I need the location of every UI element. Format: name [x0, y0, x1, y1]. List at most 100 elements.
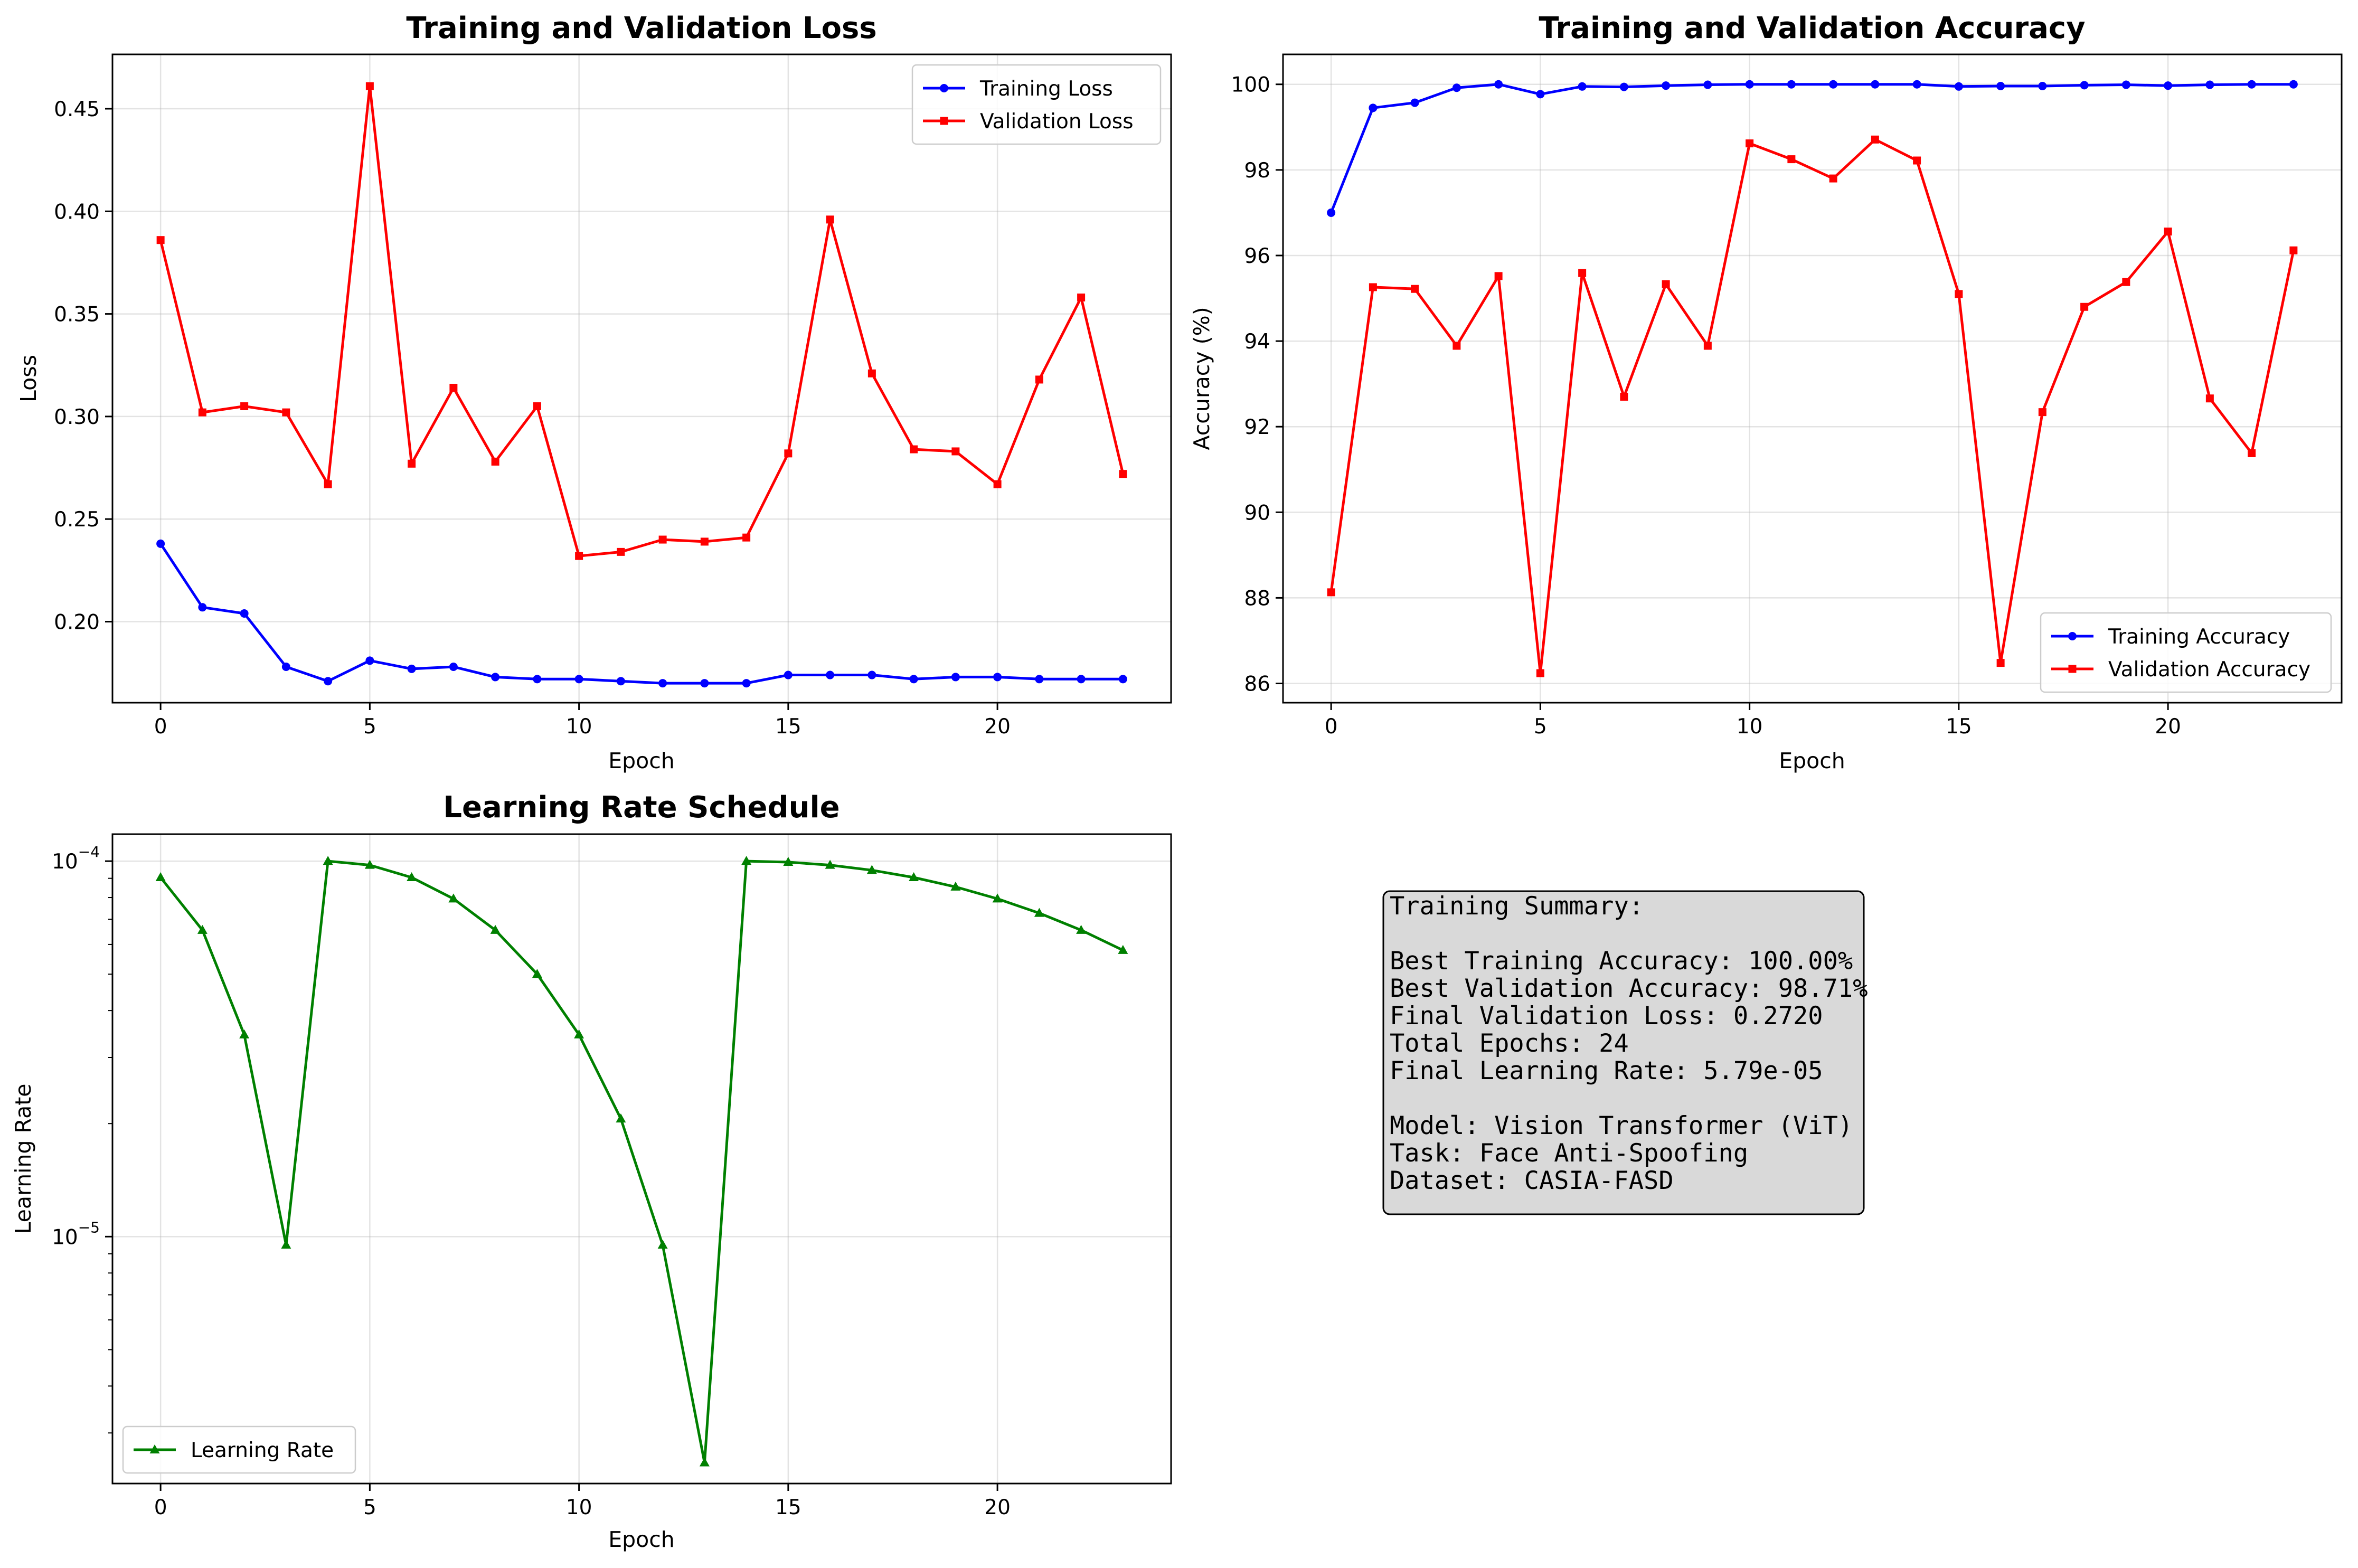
training-summary-line: Best Validation Accuracy: 98.71%	[1390, 974, 1867, 1003]
loss-chart-legend-marker-training-loss	[940, 84, 948, 92]
accuracy-chart-series-training-accuracy	[1327, 80, 2298, 217]
accuracy-chart-point-validation-accuracy	[1787, 155, 1796, 164]
learning-rate-chart-point-learning-rate	[407, 872, 417, 881]
accuracy-chart-ytick-label: 86	[1244, 673, 1270, 696]
learning-rate-chart-point-learning-rate	[741, 856, 752, 865]
accuracy-chart-xtick-label: 0	[1325, 715, 1338, 739]
accuracy-chart-point-training-accuracy	[2289, 80, 2298, 89]
loss-chart-point-validation-loss	[617, 547, 625, 556]
loss-chart-point-validation-loss	[575, 552, 583, 560]
loss-chart-point-validation-loss	[1035, 375, 1043, 384]
training-summary-line: Task: Face Anti-Spoofing	[1390, 1139, 1748, 1168]
learning-rate-chart-legend: Learning Rate	[122, 1425, 356, 1474]
loss-chart-point-training-loss	[574, 675, 583, 684]
loss-chart-point-training-loss	[616, 677, 625, 686]
accuracy-chart-point-training-accuracy	[1327, 208, 1336, 217]
learning-rate-chart-point-learning-rate	[197, 924, 207, 934]
loss-chart-point-validation-loss	[1077, 294, 1086, 301]
learning-rate-chart-xtick-label: 10	[566, 1496, 592, 1519]
loss-chart-point-training-loss	[867, 670, 876, 679]
learning-rate-chart-point-learning-rate	[532, 969, 542, 978]
accuracy-chart-point-training-accuracy	[1996, 81, 2005, 90]
loss-chart-point-training-loss	[240, 609, 249, 618]
loss-chart-point-training-loss	[784, 670, 793, 679]
learning-rate-chart-point-learning-rate	[1076, 924, 1087, 934]
loss-chart-point-training-loss	[365, 656, 374, 665]
learning-rate-chart-line-learning-rate	[159, 859, 1124, 1464]
accuracy-chart-point-validation-accuracy	[1871, 135, 1879, 144]
accuracy-chart-point-validation-accuracy	[1578, 269, 1587, 277]
loss-chart-point-training-loss	[658, 679, 667, 688]
loss-chart-point-validation-loss	[1119, 470, 1127, 478]
loss-chart-point-training-loss	[1118, 675, 1127, 684]
training-summary-line: Final Validation Loss: 0.2720	[1390, 1002, 1823, 1031]
accuracy-chart-legend-marker-training-accuracy	[2068, 632, 2077, 640]
accuracy-chart-point-training-accuracy	[1619, 82, 1628, 91]
training-summary-line: Final Learning Rate: 5.79e-05	[1390, 1056, 1823, 1085]
loss-chart-point-validation-loss	[324, 480, 332, 488]
learning-rate-chart-xtick-label: 0	[154, 1496, 167, 1519]
learning-rate-chart-point-learning-rate	[323, 856, 333, 865]
learning-rate-chart: Learning Rate Schedule Epoch Learning Ra…	[11, 790, 1172, 1552]
learning-rate-chart-xtick-label: 5	[363, 1496, 376, 1519]
loss-chart-point-training-loss	[198, 603, 207, 612]
learning-rate-chart-point-learning-rate	[825, 859, 835, 869]
accuracy-chart-point-validation-accuracy	[2122, 278, 2130, 286]
accuracy-chart-point-training-accuracy	[2205, 80, 2214, 89]
learning-rate-chart-point-learning-rate	[992, 893, 1003, 903]
loss-chart-point-training-loss	[533, 675, 542, 684]
learning-rate-chart-series-learning-rate	[155, 856, 1128, 1467]
loss-chart-point-training-loss	[281, 662, 290, 671]
loss-chart-point-validation-loss	[910, 445, 918, 454]
loss-chart-point-training-loss	[156, 539, 165, 548]
loss-chart-frame	[111, 53, 1172, 704]
learning-rate-chart-point-learning-rate	[448, 893, 459, 903]
learning-rate-chart-title: Learning Rate Schedule	[443, 790, 840, 825]
training-summary-box: Training Summary: Best Training Accuracy:…	[1382, 890, 1867, 1215]
loss-chart-series-validation-loss	[156, 82, 1127, 560]
accuracy-chart-point-validation-accuracy	[2248, 449, 2256, 457]
accuracy-chart-point-validation-accuracy	[2205, 394, 2214, 403]
loss-chart-point-validation-loss	[742, 533, 751, 542]
learning-rate-chart-point-learning-rate	[616, 1113, 626, 1123]
loss-chart-legend-label-training-loss: Training Loss	[979, 77, 1113, 101]
learning-rate-chart-xtick-label: 15	[775, 1496, 801, 1519]
accuracy-chart-ytick-label: 96	[1244, 244, 1270, 268]
accuracy-chart-xlabel: Epoch	[1779, 748, 1845, 773]
loss-chart-title: Training and Validation Loss	[406, 11, 876, 45]
learning-rate-chart-point-learning-rate	[783, 856, 794, 866]
learning-rate-chart-point-learning-rate	[155, 872, 166, 881]
accuracy-chart-xtick-label: 5	[1534, 715, 1547, 739]
learning-rate-chart-point-learning-rate	[574, 1029, 584, 1038]
learning-rate-chart-point-learning-rate	[364, 859, 375, 869]
loss-chart-point-training-loss	[700, 679, 709, 688]
learning-rate-chart-legend-frame	[122, 1425, 356, 1474]
accuracy-chart-ytick-label: 92	[1244, 415, 1270, 439]
learning-rate-chart-point-learning-rate	[239, 1029, 250, 1038]
accuracy-chart-point-validation-accuracy	[1411, 285, 1419, 293]
loss-chart-xtick-label: 5	[363, 715, 376, 739]
loss-chart-point-validation-loss	[491, 457, 499, 466]
loss-chart-point-validation-loss	[449, 383, 458, 392]
learning-rate-chart-grid	[112, 834, 1171, 1484]
accuracy-chart-point-training-accuracy	[1662, 81, 1671, 90]
loss-chart-point-validation-loss	[993, 480, 1002, 488]
loss-chart-xtick-label: 0	[154, 715, 167, 739]
loss-chart-ytick-label: 0.45	[54, 98, 100, 121]
accuracy-chart: Training and Validation Accuracy Epoch A…	[1189, 11, 2343, 773]
learning-rate-chart-point-learning-rate	[1034, 908, 1044, 917]
accuracy-chart-xtick-label: 10	[1737, 715, 1763, 739]
loss-chart-point-validation-loss	[198, 408, 206, 417]
accuracy-chart-legend-frame	[2040, 612, 2332, 693]
learning-rate-chart-point-learning-rate	[281, 1240, 291, 1249]
training-summary-line: Training Summary:	[1390, 892, 1644, 921]
learning-rate-chart-point-learning-rate	[699, 1457, 710, 1467]
accuracy-chart-point-training-accuracy	[1954, 82, 1963, 91]
learning-rate-chart-xlabel: Epoch	[608, 1527, 675, 1552]
loss-chart-xtick-label: 10	[566, 715, 592, 739]
loss-chart-point-training-loss	[742, 679, 751, 688]
accuracy-chart-ylabel: Accuracy (%)	[1189, 307, 1214, 450]
accuracy-chart-point-training-accuracy	[2164, 81, 2173, 90]
accuracy-chart-point-validation-accuracy	[2289, 246, 2298, 254]
